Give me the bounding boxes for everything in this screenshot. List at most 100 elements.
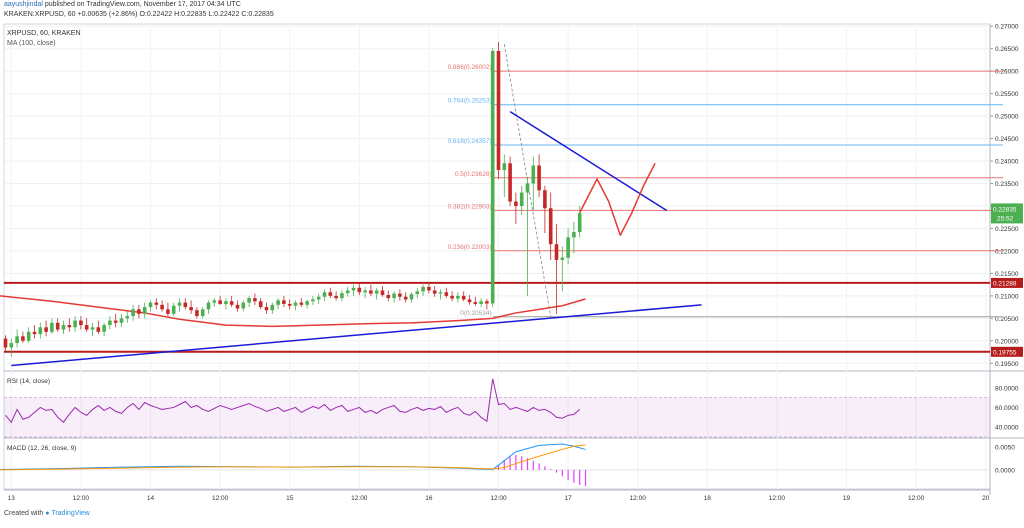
candle-body bbox=[369, 290, 373, 294]
candle-body bbox=[79, 320, 83, 326]
price-tick-label: 0.21500 bbox=[995, 271, 1019, 278]
candle-body bbox=[351, 287, 356, 291]
fib-level-label: 0.236(0.22003) bbox=[448, 244, 492, 251]
fib-level-label: 0.5(0.23628) bbox=[455, 171, 492, 178]
rsi-title: RSI (14, close) bbox=[7, 378, 50, 385]
candle-body bbox=[548, 208, 553, 245]
candle-body bbox=[253, 298, 257, 302]
price-tick-label: 0.26500 bbox=[995, 46, 1019, 53]
candle-body bbox=[55, 322, 60, 330]
candle-body bbox=[154, 302, 159, 305]
author-name[interactable]: aayushjindal bbox=[4, 1, 43, 8]
candle-body bbox=[200, 309, 205, 317]
candle-body bbox=[137, 309, 141, 314]
candle-body bbox=[409, 294, 414, 300]
candle-body bbox=[171, 305, 176, 314]
candle-body bbox=[432, 290, 437, 294]
rsi-tick-label: 60.0000 bbox=[995, 405, 1019, 412]
fib-level-label: 0.886(0.26002) bbox=[448, 64, 492, 71]
symbol: KRAKEN:XRPUSD, 60 bbox=[4, 11, 76, 18]
candle-body bbox=[224, 301, 228, 304]
candle-body bbox=[189, 307, 193, 311]
candle-body bbox=[166, 309, 170, 314]
candle-body bbox=[322, 292, 327, 297]
candle-body bbox=[363, 290, 367, 293]
candle-body bbox=[514, 201, 518, 206]
candle-body bbox=[21, 336, 25, 341]
rsi-line bbox=[5, 378, 581, 424]
candle-body bbox=[235, 304, 240, 309]
candle-body bbox=[577, 213, 582, 233]
candle-body bbox=[195, 310, 199, 317]
candle-body bbox=[328, 292, 333, 296]
candle-body bbox=[276, 300, 280, 305]
candle-body bbox=[508, 163, 512, 202]
time-tick-label: 15 bbox=[286, 495, 294, 502]
candle-body bbox=[142, 307, 147, 314]
time-tick-label: 12:00 bbox=[630, 495, 647, 502]
price-tick-label: 0.23500 bbox=[995, 181, 1019, 188]
horizontal-level-badge bbox=[991, 346, 1023, 357]
candle-body bbox=[438, 292, 443, 294]
time-tick-label: 12:00 bbox=[212, 495, 229, 502]
candle-body bbox=[560, 257, 565, 260]
candle-body bbox=[183, 302, 188, 308]
publish-info: published on TradingView.com, November 1… bbox=[44, 1, 241, 8]
footer-brand: Created with ● TradingView bbox=[4, 510, 90, 517]
time-tick-label: 13 bbox=[8, 495, 16, 502]
candle-body bbox=[340, 293, 344, 299]
time-tick-label: 12:00 bbox=[73, 495, 90, 502]
time-tick-label: 16 bbox=[425, 495, 433, 502]
candle-body bbox=[490, 50, 495, 304]
candle-body bbox=[554, 244, 559, 260]
price-tick-label: 0.25500 bbox=[995, 91, 1019, 98]
candle-body bbox=[357, 287, 362, 293]
candle-body bbox=[467, 299, 472, 303]
candle-body bbox=[241, 302, 246, 309]
candle-body bbox=[50, 322, 54, 332]
trendline-support bbox=[11, 304, 702, 367]
price-tick-label: 0.24000 bbox=[995, 159, 1019, 166]
candle-body bbox=[334, 295, 338, 299]
macd-signal-line bbox=[0, 444, 586, 471]
candle-body bbox=[26, 331, 31, 341]
candle-body bbox=[398, 293, 402, 297]
candle-body bbox=[403, 296, 408, 300]
time-tick-label: 12:00 bbox=[908, 495, 925, 502]
horizontal-level-label: 0.19755 bbox=[993, 349, 1017, 356]
candle-body bbox=[485, 301, 489, 304]
candle-body bbox=[73, 320, 77, 328]
candle-body bbox=[543, 190, 547, 209]
candle-body bbox=[444, 292, 449, 296]
candle-body bbox=[32, 331, 37, 335]
candle-body bbox=[247, 298, 251, 303]
candle-body bbox=[479, 301, 483, 304]
candle-body bbox=[316, 296, 321, 300]
candle-body bbox=[450, 295, 454, 299]
candle-body bbox=[218, 300, 222, 304]
created-with-text: Created with bbox=[4, 510, 44, 517]
price-tick-label: 0.26000 bbox=[995, 69, 1019, 76]
candle-body bbox=[212, 300, 217, 303]
candle-body bbox=[61, 325, 66, 330]
candle-body bbox=[108, 320, 112, 326]
ma-legend[interactable]: MA (100, close) bbox=[7, 40, 56, 47]
fib-level-label: 0(0.20534) bbox=[460, 310, 491, 317]
tradingview-brand-text[interactable]: TradingView bbox=[51, 510, 90, 517]
price-tick-label: 0.27000 bbox=[995, 24, 1019, 31]
candle-body bbox=[293, 302, 298, 306]
price-tick-label: 0.24500 bbox=[995, 136, 1019, 143]
candle-body bbox=[311, 299, 315, 302]
candle-body bbox=[287, 303, 292, 306]
time-tick-label: 14 bbox=[147, 495, 155, 502]
candle-body bbox=[374, 290, 379, 294]
candle-body bbox=[473, 302, 478, 304]
candle-body bbox=[305, 301, 309, 305]
price-change: +0.00635 (+2.86%) bbox=[77, 11, 138, 18]
rsi-tick-label: 40.0000 bbox=[995, 425, 1019, 432]
candle-body bbox=[421, 286, 425, 292]
candle-body bbox=[229, 301, 234, 305]
candle-body bbox=[386, 294, 391, 299]
